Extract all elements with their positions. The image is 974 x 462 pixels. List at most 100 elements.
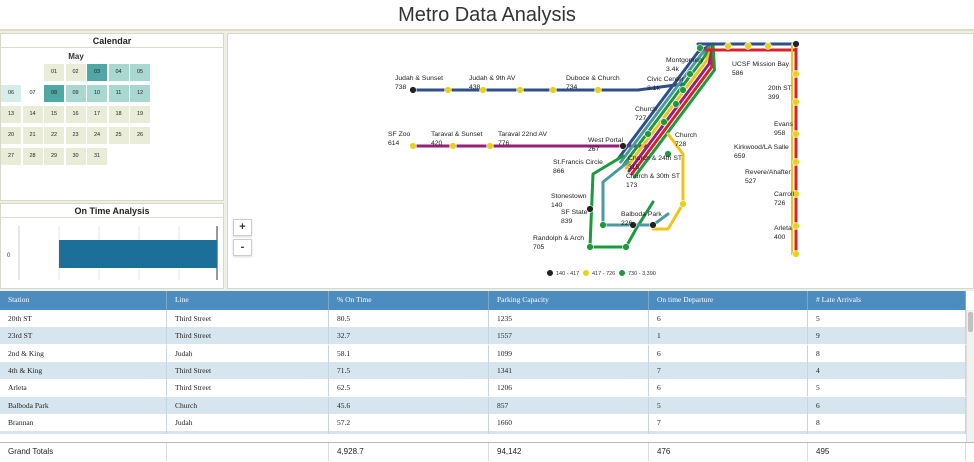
calendar-day[interactable]: 04 bbox=[108, 64, 129, 81]
station-marker bbox=[586, 205, 594, 213]
table-cell: 7 bbox=[649, 361, 808, 379]
downtown-line-6 bbox=[633, 42, 716, 179]
station-value-label: 586 bbox=[732, 70, 744, 77]
station-marker bbox=[792, 98, 800, 106]
station-value-label: 226 bbox=[621, 220, 633, 227]
calendar-day[interactable]: 27 bbox=[1, 148, 21, 165]
calendar-day[interactable]: 02 bbox=[65, 64, 86, 81]
calendar-day[interactable]: 15 bbox=[44, 106, 64, 123]
calendar-day[interactable]: 18 bbox=[108, 106, 129, 123]
calendar-day[interactable]: 29 bbox=[44, 148, 64, 165]
table-cell: 6 bbox=[649, 379, 808, 397]
table-row[interactable]: Brannan Judah 57.2 1660 7 8 bbox=[0, 413, 966, 431]
station-value-label: 400 bbox=[774, 234, 786, 241]
total-cell: 495 bbox=[808, 443, 966, 461]
page-title: Metro Data Analysis bbox=[398, 4, 576, 26]
table-row[interactable]: 20th ST Third Street 80.5 1235 6 5 bbox=[0, 310, 966, 327]
ocean-view-line bbox=[588, 154, 655, 249]
calendar-day[interactable]: 28 bbox=[22, 148, 43, 165]
calendar-day[interactable]: 10 bbox=[87, 85, 107, 102]
station-marker bbox=[792, 70, 800, 78]
table-cell: 1557 bbox=[489, 327, 649, 345]
table-row[interactable]: Balboda Park Church 45.6 857 5 6 bbox=[0, 396, 966, 414]
table-cell: Broad & Plymouth bbox=[0, 431, 167, 434]
calendar-day[interactable]: 22 bbox=[44, 127, 64, 144]
table-cell: 857 bbox=[489, 396, 649, 414]
calendar-day[interactable]: 14 bbox=[22, 106, 43, 123]
table-cell: 62.5 bbox=[329, 379, 489, 397]
column-header[interactable]: Station bbox=[0, 291, 167, 310]
calendar-day[interactable]: 21 bbox=[22, 127, 43, 144]
station-marker bbox=[792, 250, 800, 258]
calendar-day[interactable]: 07 bbox=[22, 85, 43, 102]
calendar-day[interactable]: 08 bbox=[44, 85, 64, 102]
scrollbar-thumb[interactable] bbox=[968, 312, 973, 332]
y-axis-label: 0 bbox=[7, 253, 11, 259]
station-marker bbox=[449, 142, 457, 150]
station-value-label: 3.4k bbox=[666, 66, 679, 73]
on-time-title: On Time Analysis bbox=[1, 204, 223, 218]
grand-totals-label: Grand Totals bbox=[0, 443, 167, 461]
calendar-day[interactable]: 31 bbox=[87, 148, 107, 165]
table-scrollbar[interactable] bbox=[966, 310, 974, 442]
column-header[interactable]: # Late Arrivals bbox=[808, 291, 966, 310]
table-cell: 8 bbox=[808, 344, 966, 362]
table-row[interactable]: 23rd ST Third Street 32.7 1557 1 9 bbox=[0, 327, 966, 345]
station-name-label: Taraval & Sunset bbox=[431, 131, 482, 138]
table-row[interactable]: 4th & King Third Street 71.5 1341 7 4 bbox=[0, 361, 966, 379]
column-header[interactable]: Parking Capacity bbox=[489, 291, 649, 310]
calendar-day[interactable]: 03 bbox=[87, 64, 107, 81]
calendar-day[interactable]: 24 bbox=[87, 127, 107, 144]
table-cell: 8 bbox=[808, 413, 966, 431]
calendar-day[interactable]: 09 bbox=[65, 85, 86, 102]
calendar-day[interactable]: 30 bbox=[65, 148, 86, 165]
zoom-in-button[interactable]: + bbox=[233, 219, 252, 236]
calendar-day[interactable]: 25 bbox=[108, 127, 129, 144]
legend-label: 417 - 726 bbox=[592, 271, 615, 277]
total-cell bbox=[167, 443, 329, 461]
table-cell: 2nd & King bbox=[0, 344, 167, 362]
calendar-day[interactable]: 12 bbox=[130, 85, 150, 102]
calendar-day[interactable]: 13 bbox=[1, 106, 21, 123]
station-name-label: Duboce & Church bbox=[566, 75, 620, 82]
calendar-day[interactable]: 11 bbox=[108, 85, 129, 102]
table-cell: Balboda Park bbox=[0, 396, 167, 414]
calendar-day[interactable]: 26 bbox=[130, 127, 150, 144]
station-marker bbox=[696, 44, 704, 52]
calendar-day[interactable]: 05 bbox=[130, 64, 150, 81]
station-name-label: UCSF Mission Bay bbox=[732, 61, 790, 68]
table-cell: 7 bbox=[649, 413, 808, 431]
table-cell: 1099 bbox=[489, 344, 649, 362]
on-time-bar[interactable] bbox=[59, 240, 217, 268]
judah-line bbox=[411, 82, 685, 92]
station-value-label: 399 bbox=[768, 94, 780, 101]
metro-map[interactable]: Judah & Sunset 738 Judah & 9th AV 438 Duboce… bbox=[228, 34, 973, 288]
calendar-day[interactable]: 16 bbox=[65, 106, 86, 123]
table-row[interactable]: 2nd & King Judah 58.1 1099 6 8 bbox=[0, 344, 966, 362]
column-header[interactable]: On time Departure bbox=[649, 291, 808, 310]
legend-swatch bbox=[583, 270, 589, 276]
column-header[interactable]: Line bbox=[167, 291, 329, 310]
table-cell: 6 bbox=[649, 310, 808, 327]
column-header[interactable]: % On Time bbox=[329, 291, 489, 310]
table-row[interactable]: Broad & PlymouthOcean View63.6105972 bbox=[0, 431, 966, 434]
table-cell: 1341 bbox=[489, 361, 649, 379]
calendar-day[interactable]: 23 bbox=[65, 127, 86, 144]
calendar-panel: Calendar May 01 02 03 04 05 06 07 08 09 10 11 12 13 1… bbox=[0, 33, 224, 201]
table-row[interactable]: Arleta Third Street 62.5 1206 6 5 bbox=[0, 379, 966, 397]
station-name-label: Kirkwood/LA Salle bbox=[734, 144, 789, 151]
station-marker bbox=[672, 100, 680, 108]
station-name-label: Carroll bbox=[774, 191, 795, 198]
legend-label: 140 - 417 bbox=[556, 271, 579, 277]
zoom-out-button[interactable]: - bbox=[233, 239, 252, 256]
station-value-label: 839 bbox=[561, 218, 573, 225]
calendar-day[interactable]: 20 bbox=[1, 127, 21, 144]
table-cell: 23rd ST bbox=[0, 327, 167, 345]
calendar-day[interactable]: 01 bbox=[44, 64, 64, 81]
station-value-label: 958 bbox=[774, 130, 786, 137]
table-cell: Church bbox=[167, 396, 329, 414]
calendar-day[interactable]: 19 bbox=[130, 106, 150, 123]
calendar-day[interactable]: 06 bbox=[1, 85, 21, 102]
station-table: Station Line% On Time Parking Capacity On t… bbox=[0, 291, 974, 462]
calendar-day[interactable]: 17 bbox=[87, 106, 107, 123]
